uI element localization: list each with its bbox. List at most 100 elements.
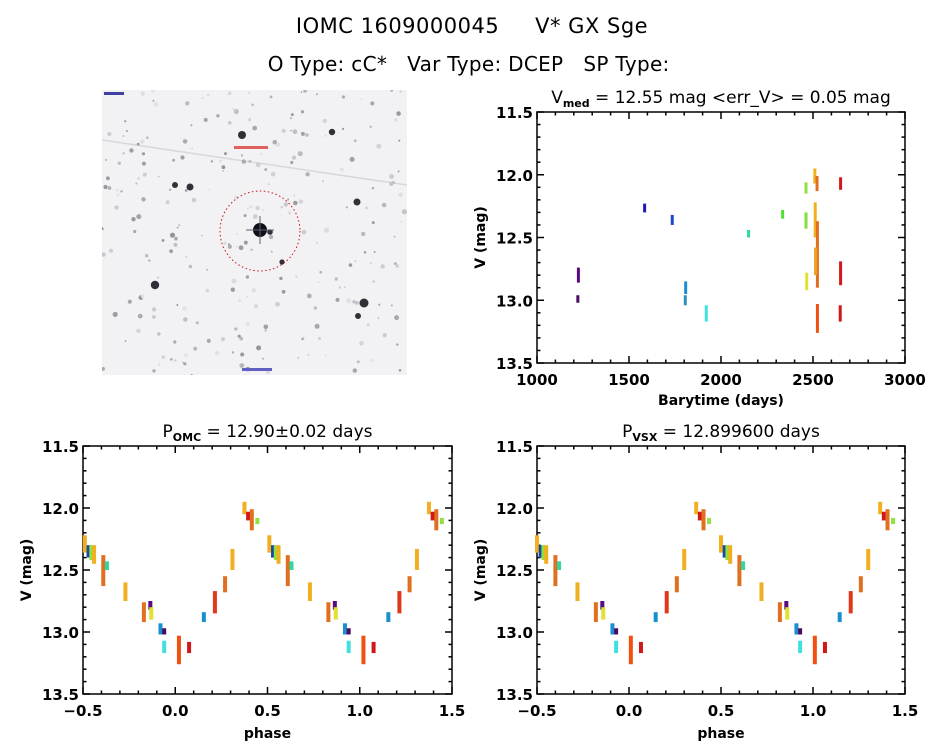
field-star bbox=[231, 351, 235, 354]
field-star bbox=[222, 170, 225, 172]
data-point-group bbox=[798, 628, 803, 635]
data-point-group bbox=[814, 247, 818, 276]
field-star bbox=[290, 113, 294, 117]
data-point-group bbox=[638, 641, 643, 654]
field-star bbox=[234, 195, 238, 200]
data-point-group bbox=[858, 576, 863, 593]
field-star bbox=[161, 355, 166, 359]
field-star bbox=[395, 264, 399, 268]
plot-frame bbox=[536, 445, 906, 695]
data-point-group bbox=[426, 501, 431, 515]
field-star bbox=[233, 108, 239, 115]
field-star bbox=[185, 255, 188, 258]
finding-chart-image bbox=[102, 90, 407, 375]
plot-frame bbox=[536, 111, 906, 364]
y-tick-label: 11.5 bbox=[42, 438, 79, 456]
field-star bbox=[152, 315, 156, 319]
field-star bbox=[190, 124, 193, 127]
field-star bbox=[365, 206, 369, 210]
x-tick-label: 1.5 bbox=[439, 702, 466, 720]
bright-star bbox=[328, 128, 336, 136]
field-star bbox=[270, 171, 276, 177]
y-axis-label: V (mag) bbox=[19, 539, 35, 602]
field-star bbox=[252, 125, 258, 131]
field-star bbox=[185, 101, 190, 106]
data-point-group bbox=[838, 305, 842, 322]
field-star bbox=[380, 264, 385, 269]
y-tick-label: 12.0 bbox=[496, 167, 533, 185]
field-star bbox=[182, 139, 188, 144]
field-star bbox=[315, 93, 318, 96]
field-star bbox=[366, 323, 370, 327]
field-star bbox=[183, 317, 188, 322]
data-point-group bbox=[813, 168, 817, 184]
x-tick-label: 1500 bbox=[608, 371, 650, 389]
field-star bbox=[142, 172, 147, 177]
field-star bbox=[227, 91, 232, 96]
data-point-group bbox=[813, 202, 817, 238]
data-point-group bbox=[837, 612, 842, 623]
data-point-group bbox=[781, 209, 785, 219]
data-point-group bbox=[242, 501, 247, 515]
bright-star bbox=[355, 313, 361, 319]
data-point-group bbox=[815, 176, 819, 192]
field-star bbox=[343, 286, 346, 289]
data-point-group bbox=[728, 545, 733, 564]
field-star bbox=[281, 289, 286, 294]
y-tick-label: 12.0 bbox=[42, 500, 79, 518]
field-star bbox=[195, 321, 199, 325]
y-tick-label: 13.5 bbox=[42, 686, 79, 704]
field-star bbox=[322, 118, 327, 124]
field-star bbox=[371, 187, 375, 190]
data-point-group bbox=[701, 509, 706, 531]
data-point-group bbox=[557, 561, 562, 570]
field-star bbox=[243, 214, 247, 218]
field-star bbox=[193, 346, 198, 351]
data-point-group bbox=[747, 229, 751, 238]
field-star bbox=[306, 293, 312, 299]
field-star bbox=[400, 220, 403, 223]
field-star bbox=[322, 180, 324, 183]
data-point-group bbox=[371, 641, 376, 654]
data-point-group bbox=[643, 203, 647, 213]
field-star bbox=[281, 128, 286, 133]
bright-star bbox=[267, 229, 273, 235]
sp-type-label: SP Type: bbox=[583, 52, 670, 76]
bottom-label bbox=[242, 368, 272, 371]
data-point-group bbox=[822, 641, 827, 654]
field-star bbox=[292, 129, 298, 135]
field-star bbox=[206, 268, 209, 271]
field-star bbox=[345, 206, 348, 209]
star-label bbox=[234, 146, 268, 149]
field-star bbox=[178, 224, 181, 227]
data-point-group bbox=[92, 545, 97, 564]
field-star bbox=[393, 262, 397, 265]
field-star bbox=[272, 139, 278, 145]
field-star bbox=[376, 143, 382, 149]
data-point-group bbox=[89, 545, 94, 561]
data-point-group bbox=[397, 591, 402, 614]
data-point-group bbox=[881, 511, 886, 521]
field-star bbox=[352, 368, 357, 373]
corner-label bbox=[104, 92, 124, 95]
plot-title: Vmed = 12.55 mag <err_V> = 0.05 mag bbox=[551, 88, 891, 110]
o-type-value: cC* bbox=[351, 52, 388, 76]
field-star bbox=[313, 306, 318, 310]
field-star bbox=[248, 91, 251, 94]
data-point-group bbox=[346, 628, 351, 635]
header-line-2: O Type: cC* Var Type: DCEP SP Type: bbox=[0, 52, 944, 76]
field-star bbox=[158, 363, 161, 366]
field-star bbox=[293, 194, 296, 197]
field-star bbox=[203, 117, 208, 122]
field-star bbox=[264, 329, 267, 332]
field-star bbox=[354, 260, 357, 263]
field-star bbox=[393, 235, 396, 238]
x-tick-label: 1.0 bbox=[346, 702, 373, 720]
data-point-group bbox=[697, 511, 702, 521]
field-star bbox=[174, 359, 177, 362]
y-tick-label: 12.5 bbox=[496, 230, 533, 248]
data-point-group bbox=[123, 582, 128, 601]
field-star bbox=[290, 160, 294, 165]
field-star bbox=[319, 270, 322, 274]
field-star bbox=[135, 182, 138, 185]
